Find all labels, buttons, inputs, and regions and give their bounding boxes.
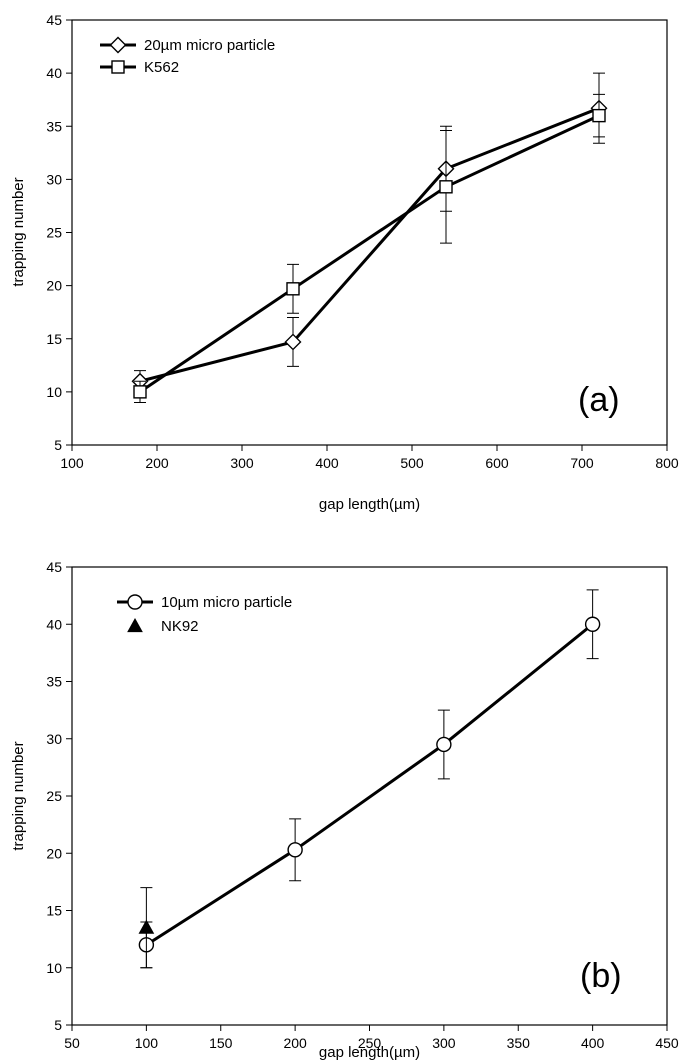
legend-label: NK92 xyxy=(161,618,199,635)
data-point xyxy=(584,616,601,632)
y-tick-label: 10 xyxy=(46,960,62,976)
legend: 10µm micro particle NK92 xyxy=(117,594,292,635)
y-tick-label: 40 xyxy=(46,65,62,81)
axis-ticks: 100 200 300 400 500 600 700 800 5 10 15 20 25 30 35 40 4… xyxy=(46,12,678,471)
series-layer xyxy=(131,72,608,403)
x-tick-label: 700 xyxy=(570,455,594,471)
data-point xyxy=(436,736,452,753)
legend-marker xyxy=(127,617,143,633)
legend-item: K562 xyxy=(100,59,179,76)
legend-marker xyxy=(109,36,127,54)
x-tick-label: 250 xyxy=(358,1035,382,1051)
x-tick-label: 100 xyxy=(135,1035,159,1051)
y-tick-label: 35 xyxy=(46,674,62,690)
legend-item: NK92 xyxy=(127,617,199,635)
x-tick-label: 350 xyxy=(507,1035,531,1051)
y-tick-label: 30 xyxy=(46,171,62,187)
series-layer xyxy=(138,589,601,969)
x-tick-label: 200 xyxy=(145,455,169,471)
x-tick-label: 500 xyxy=(400,455,424,471)
x-tick-label: 450 xyxy=(655,1035,679,1051)
x-tick-label: 150 xyxy=(209,1035,233,1051)
y-axis-title: trapping number xyxy=(10,741,27,850)
legend: 20µm micro particle K562 xyxy=(100,36,275,76)
data-point xyxy=(287,842,303,858)
x-tick-label: 300 xyxy=(230,455,254,471)
series-10-m-micro-particle xyxy=(138,589,601,969)
legend-label: 20µm micro particle xyxy=(144,37,275,54)
x-tick-label: 400 xyxy=(581,1035,605,1051)
chart-panel-a: 100 200 300 400 500 600 700 800 5 10 15 20 25 30 35 40 4… xyxy=(10,12,679,513)
x-tick-label: 50 xyxy=(64,1035,80,1051)
x-tick-label: 400 xyxy=(315,455,339,471)
x-tick-label: 300 xyxy=(432,1035,456,1051)
data-point xyxy=(439,180,453,194)
legend-item: 10µm micro particle xyxy=(117,594,292,611)
y-axis-title: trapping number xyxy=(10,177,27,286)
series-20-m-micro-particle xyxy=(131,72,608,393)
y-tick-label: 25 xyxy=(46,225,62,241)
legend-item: 20µm micro particle xyxy=(100,36,275,54)
chart-panel-b: 50 100 150 200 250 300 350 400 450 5 10 15 20 25 30 35 4… xyxy=(10,559,679,1061)
y-tick-label: 20 xyxy=(46,278,62,294)
x-tick-label: 200 xyxy=(283,1035,307,1051)
y-tick-label: 20 xyxy=(46,845,62,861)
panel-label-b: (b) xyxy=(580,957,622,995)
legend-marker xyxy=(127,594,143,610)
legend-label: K562 xyxy=(144,59,179,76)
series-k562 xyxy=(133,93,606,403)
data-point xyxy=(284,333,302,351)
y-tick-label: 30 xyxy=(46,731,62,747)
y-tick-label: 15 xyxy=(46,331,62,347)
y-tick-label: 40 xyxy=(46,616,62,632)
y-tick-label: 15 xyxy=(46,903,62,919)
x-tick-label: 600 xyxy=(485,455,509,471)
x-axis-title: gap length(µm) xyxy=(319,496,420,513)
y-tick-label: 5 xyxy=(54,1017,62,1033)
data-point xyxy=(133,385,147,399)
series-line xyxy=(139,114,600,394)
y-tick-label: 35 xyxy=(46,118,62,134)
series-nk92 xyxy=(138,887,155,969)
x-tick-label: 100 xyxy=(60,455,84,471)
data-point xyxy=(138,919,155,934)
y-tick-label: 5 xyxy=(54,437,62,453)
x-tick-label: 800 xyxy=(655,455,679,471)
y-tick-label: 25 xyxy=(46,788,62,804)
legend-label: 10µm micro particle xyxy=(161,594,292,611)
y-tick-label: 45 xyxy=(46,12,62,28)
series-line xyxy=(145,623,594,947)
data-point xyxy=(592,108,606,123)
legend-marker xyxy=(111,60,125,74)
panel-label-a: (a) xyxy=(578,381,620,419)
data-point xyxy=(286,282,300,296)
x-axis-title: gap length(µm) xyxy=(319,1044,420,1061)
series-line xyxy=(139,106,600,383)
axis-ticks: 50 100 150 200 250 300 350 400 450 5 10 15 20 25 30 35 4… xyxy=(46,559,678,1051)
y-tick-label: 45 xyxy=(46,559,62,575)
y-tick-label: 10 xyxy=(46,384,62,400)
